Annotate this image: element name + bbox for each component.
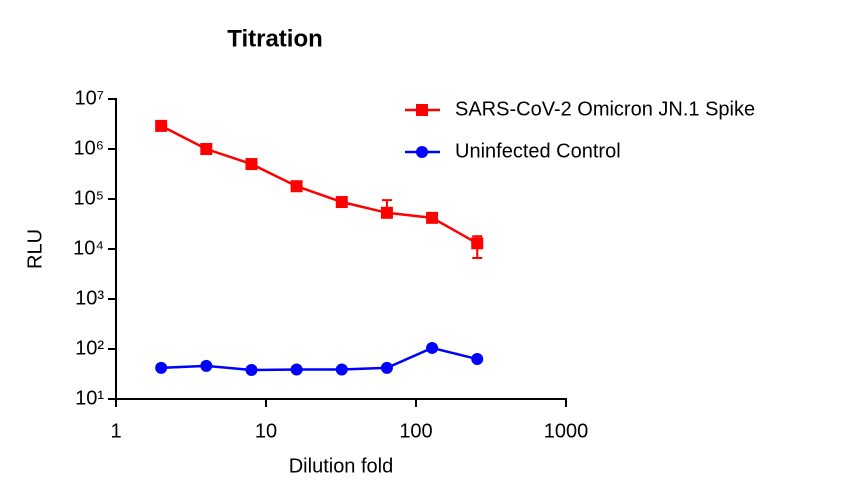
series-line [160, 124, 478, 245]
data-point [200, 359, 213, 372]
data-point [200, 143, 213, 155]
x-tick-label: 1000 [544, 420, 589, 442]
data-point [335, 363, 348, 376]
x-tick-label: 10 [255, 420, 277, 442]
legend-label: Uninfected Control [455, 140, 621, 162]
data-point [380, 361, 393, 374]
x-tick-label: 1 [110, 420, 121, 442]
series-line [161, 346, 478, 372]
y-axis-label: RLU [24, 229, 46, 269]
data-point [155, 119, 168, 132]
data-point [155, 361, 168, 374]
y-tick-label: 10¹ [75, 387, 104, 409]
x-axis-label: Dilution fold [289, 455, 394, 477]
y-tick-label: 10³ [75, 287, 104, 309]
data-point [335, 196, 348, 209]
data-point [426, 341, 439, 354]
legend-marker [416, 146, 428, 158]
y-tick-label: 10⁷ [75, 87, 104, 109]
data-point [290, 363, 303, 376]
legend-label: SARS-CoV-2 Omicron JN.1 Spike [455, 98, 755, 120]
data-point [245, 364, 258, 377]
x-tick-label: 100 [399, 420, 432, 442]
data-point [380, 206, 393, 219]
data-point [290, 180, 303, 193]
y-tick-label: 10⁴ [73, 237, 104, 259]
y-tick-label: 10⁶ [74, 137, 104, 159]
data-point [245, 158, 258, 171]
data-point [471, 237, 484, 250]
y-tick-label: 10⁵ [73, 187, 104, 209]
chart-title: Titration [227, 25, 323, 52]
data-point [471, 353, 484, 366]
data-point [426, 211, 439, 224]
legend-marker [416, 104, 428, 116]
y-tick-label: 10² [75, 337, 104, 359]
